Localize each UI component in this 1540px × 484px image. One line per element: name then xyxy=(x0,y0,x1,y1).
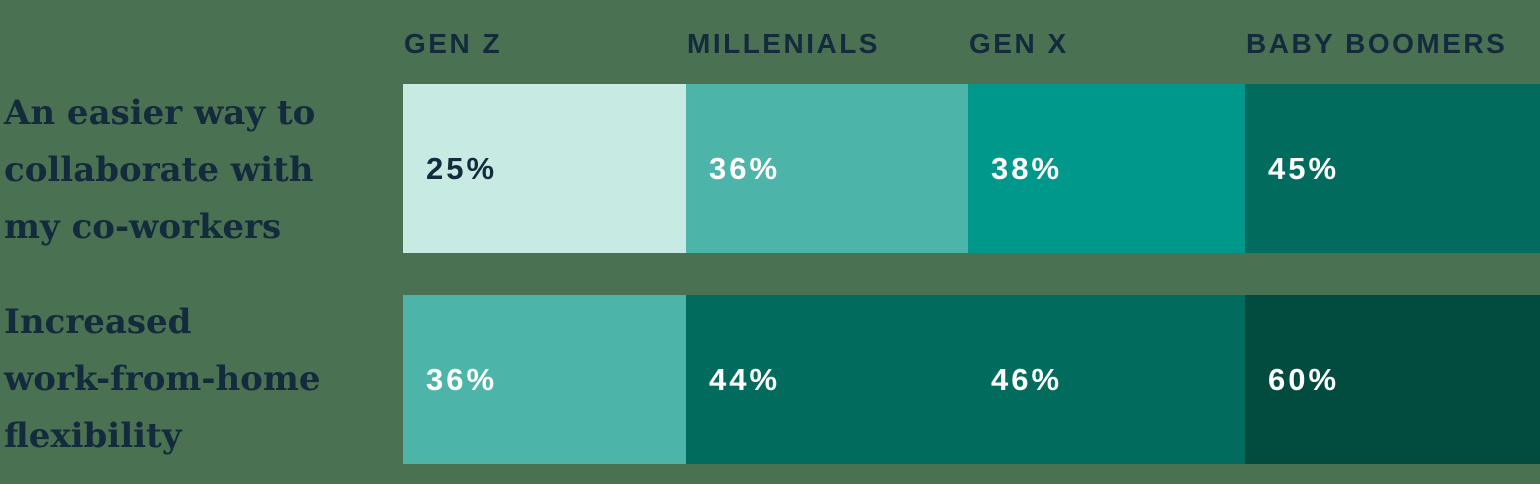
row-label-line: flexibility xyxy=(4,416,182,456)
cell-value: 44% xyxy=(709,361,781,397)
cell-value: 25% xyxy=(426,150,498,186)
row-label-wfh-flexibility: Increased work-from-home flexibility xyxy=(4,294,399,465)
column-header-baby-boomers: BABY BOOMERS xyxy=(1246,28,1508,59)
cell-wfh-gen-z: 36% xyxy=(403,295,686,464)
row-label-collaboration: An easier way to collaborate with my co-… xyxy=(4,85,399,256)
cell-value: 36% xyxy=(426,361,498,397)
column-header-gen-z: GEN Z xyxy=(404,28,503,59)
cell-collaboration-gen-x: 38% xyxy=(968,84,1245,253)
cell-wfh-millenials: 44% xyxy=(686,295,968,464)
cell-collaboration-baby-boomers: 45% xyxy=(1245,84,1540,253)
cell-value: 46% xyxy=(991,361,1063,397)
column-header-gen-x: GEN X xyxy=(969,28,1069,59)
row-label-line: work-from-home xyxy=(4,359,321,399)
heatmap-row-collaboration: 25% 36% 38% 45% xyxy=(403,84,1540,253)
column-header-millenials: MILLENIALS xyxy=(687,28,880,59)
cell-collaboration-gen-z: 25% xyxy=(403,84,686,253)
cell-wfh-baby-boomers: 60% xyxy=(1245,295,1540,464)
cell-collaboration-millenials: 36% xyxy=(686,84,968,253)
cell-value: 45% xyxy=(1268,150,1340,186)
cell-value: 60% xyxy=(1268,361,1340,397)
row-label-line: An easier way to xyxy=(4,93,316,133)
heatmap-row-wfh-flexibility: 36% 44% 46% 60% xyxy=(403,295,1540,464)
row-label-line: Increased xyxy=(4,302,192,342)
cell-value: 36% xyxy=(709,150,781,186)
row-label-line: my co-workers xyxy=(4,207,282,247)
cell-value: 38% xyxy=(991,150,1063,186)
cell-wfh-gen-x: 46% xyxy=(968,295,1245,464)
row-label-line: collaborate with xyxy=(4,150,314,190)
